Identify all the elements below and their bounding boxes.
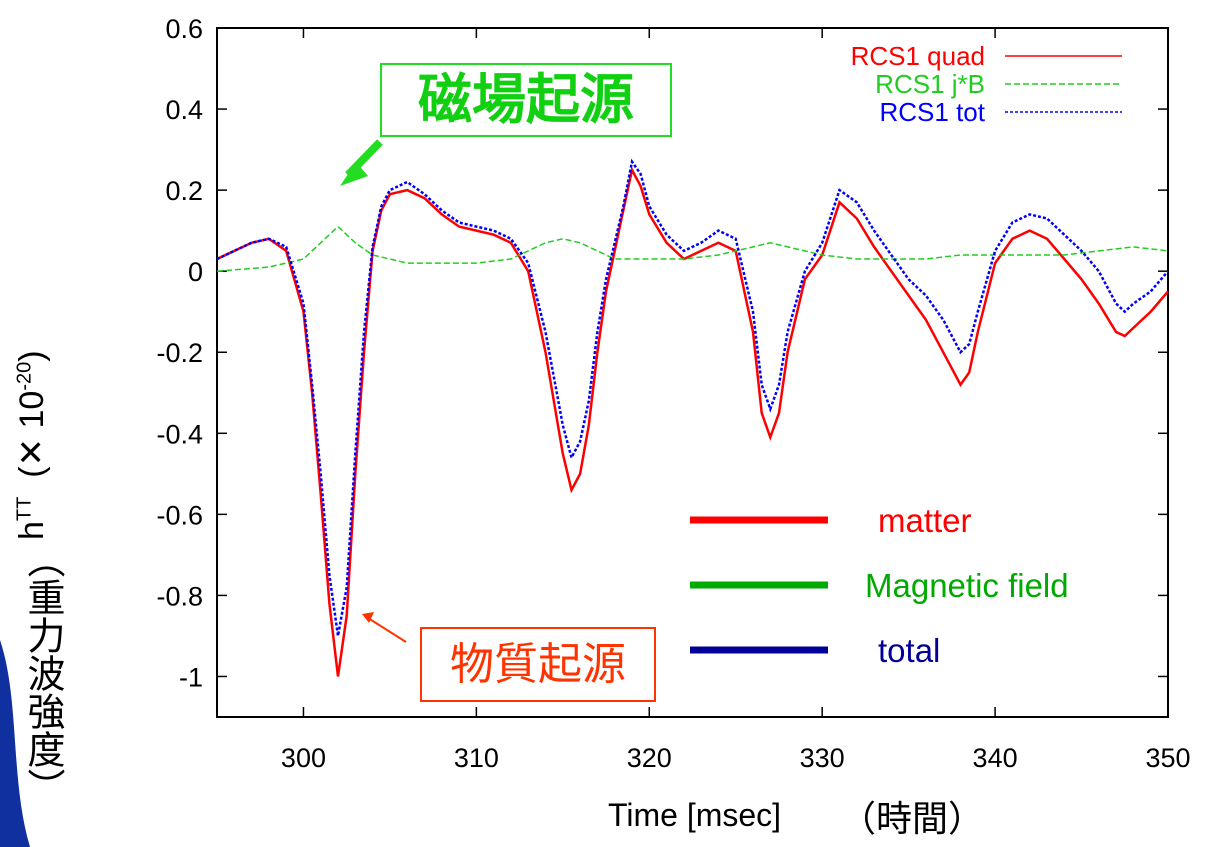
- legend-label: RCS1 j*B: [875, 69, 985, 99]
- series-line-1: [216, 166, 1169, 677]
- x-axis-label: Time [msec]: [608, 797, 782, 833]
- x-tick-label: 350: [1145, 743, 1190, 773]
- matter-arrow: [367, 617, 407, 643]
- plot-area: 0.6 0.4 0.2 0 -0.2 -0.4 -0.6 -0.8 -1 300 310 320 330…: [156, 14, 1190, 773]
- y-tick-label: 0.4: [165, 95, 203, 125]
- annotation-magnetic-origin: 磁場起源: [380, 63, 672, 137]
- ylabel-h: h: [13, 521, 51, 540]
- ylabel-unit: (✕ 10: [13, 390, 51, 478]
- x-tick-label: 320: [627, 743, 672, 773]
- y-tick-label: 0.2: [165, 176, 203, 206]
- magnetic-arrowhead: [340, 162, 368, 186]
- y-tick-label: -0.2: [156, 338, 203, 368]
- y-tick-label: -0.4: [156, 419, 203, 449]
- plot-frame: [216, 27, 1169, 718]
- y-tick-label: 0.6: [165, 14, 203, 44]
- x-tick-label: 300: [281, 743, 326, 773]
- y-axis-label-japanese: （重力波強度）: [21, 540, 65, 806]
- legend-label: RCS1 tot: [880, 97, 986, 127]
- series-line-3: [216, 158, 1169, 637]
- y-tick-label: -1: [179, 662, 203, 692]
- y-tick-label: 0: [188, 257, 203, 287]
- legend2-label: matter: [878, 502, 972, 539]
- ylabel-close: ): [13, 350, 51, 362]
- legend2-label: Magnetic field: [865, 567, 1069, 604]
- x-tick-label: 340: [973, 743, 1018, 773]
- left-swoosh-decoration: [0, 640, 30, 847]
- legend2-label: total: [878, 632, 940, 669]
- ylabel-sup: TT: [13, 496, 36, 522]
- legend-label: RCS1 quad: [851, 41, 985, 71]
- x-tick-label: 330: [800, 743, 845, 773]
- series-line-2: [216, 225, 1169, 272]
- x-tick-label: 310: [454, 743, 499, 773]
- ylabel-exp: -20: [13, 361, 36, 391]
- matter-arrowhead: [362, 612, 374, 623]
- annotation-matter-origin: 物質起源: [420, 627, 656, 702]
- y-tick-label: -0.6: [156, 500, 203, 530]
- x-axis-label-japanese: （時間）: [840, 799, 985, 840]
- y-tick-label: -0.8: [156, 581, 203, 611]
